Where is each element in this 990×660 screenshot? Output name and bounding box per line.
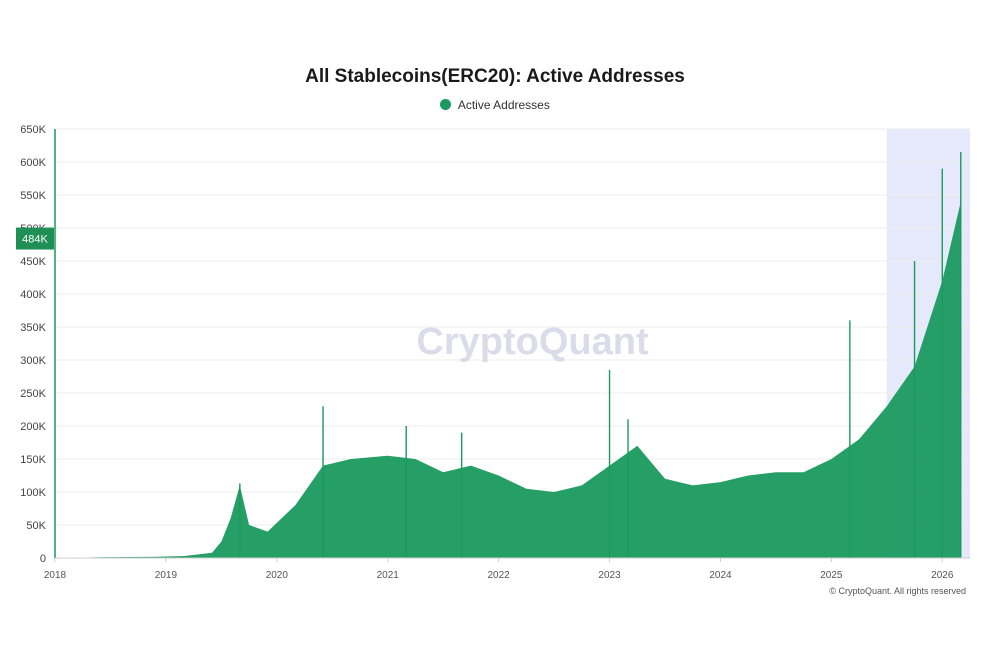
y-tick-label: 100K bbox=[20, 487, 46, 499]
watermark: CryptoQuant bbox=[416, 321, 649, 363]
y-tick-label: 50K bbox=[26, 520, 46, 532]
x-tick-label: 2024 bbox=[709, 570, 732, 581]
x-tick-label: 2026 bbox=[931, 570, 954, 581]
y-tick-label: 300K bbox=[20, 355, 46, 367]
y-tick-label: 550K bbox=[20, 190, 46, 202]
y-tick-label: 450K bbox=[20, 256, 46, 268]
y-tick-label: 0 bbox=[40, 553, 46, 565]
y-tick-label: 350K bbox=[20, 322, 46, 334]
x-tick-label: 2021 bbox=[377, 570, 400, 581]
y-tick-label: 400K bbox=[20, 289, 46, 301]
y-tick-label: 250K bbox=[20, 388, 46, 400]
current-value-badge bbox=[16, 227, 54, 250]
y-tick-label: 200K bbox=[20, 421, 46, 433]
x-tick-label: 2018 bbox=[44, 570, 67, 581]
legend-label: Active Addresses bbox=[457, 98, 550, 112]
legend-marker bbox=[440, 99, 452, 110]
x-tick-label: 2022 bbox=[488, 570, 511, 581]
x-tick-label: 2019 bbox=[155, 570, 178, 581]
y-tick-label: 150K bbox=[20, 454, 46, 466]
x-tick-label: 2023 bbox=[598, 570, 621, 581]
current-value-text: 484K bbox=[22, 234, 48, 246]
copyright-text: © CryptoQuant. All rights reserved bbox=[829, 586, 966, 596]
chart-title: All Stablecoins(ERC20): Active Addresses bbox=[305, 66, 685, 87]
legend[interactable]: Active Addresses bbox=[0, 98, 990, 112]
x-tick-label: 2020 bbox=[266, 570, 289, 581]
x-tick-label: 2025 bbox=[820, 570, 843, 581]
y-tick-label: 600K bbox=[20, 157, 46, 169]
y-tick-label: 650K bbox=[20, 124, 46, 136]
active-addresses-area bbox=[73, 201, 961, 558]
